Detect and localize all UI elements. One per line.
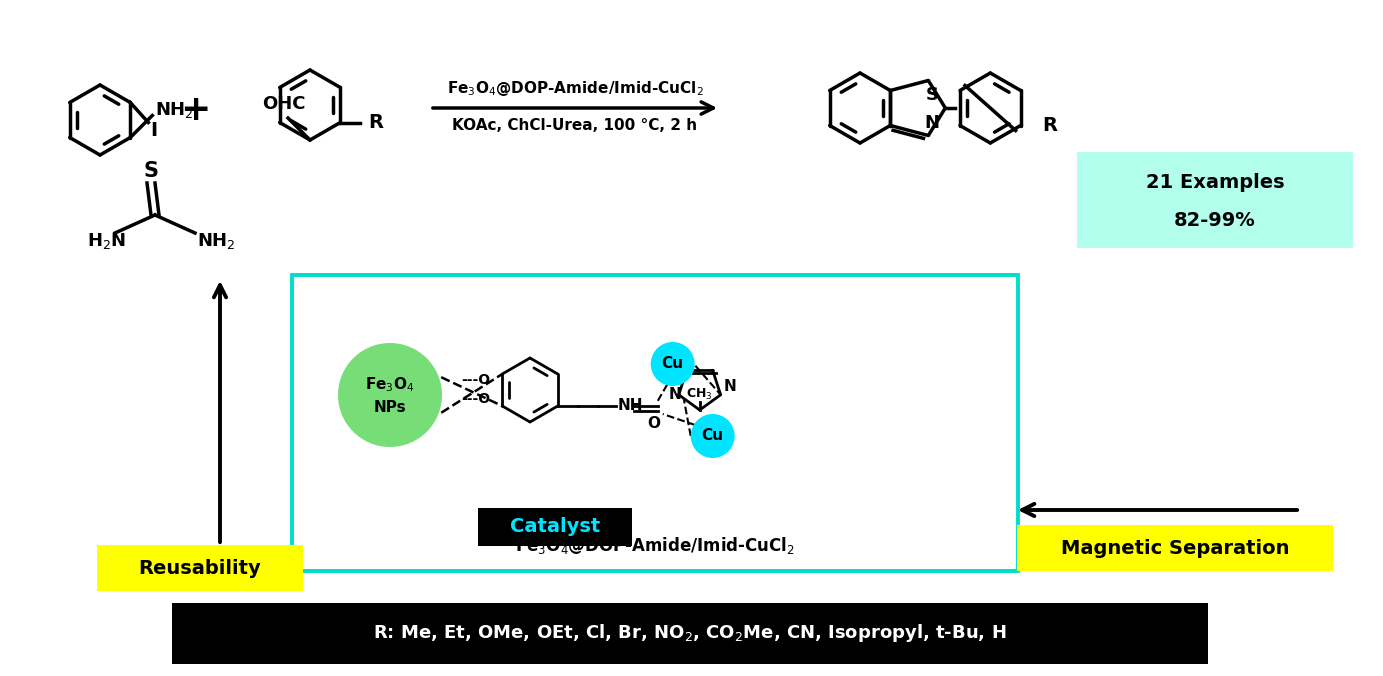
FancyBboxPatch shape	[1077, 152, 1353, 248]
Text: NH: NH	[618, 398, 643, 414]
Text: Magnetic Separation: Magnetic Separation	[1061, 539, 1289, 558]
Text: O: O	[647, 416, 660, 431]
Text: Fe$_3$O$_4$@DOP-Amide/Imid-CuCl$_2$: Fe$_3$O$_4$@DOP-Amide/Imid-CuCl$_2$	[514, 535, 795, 556]
Circle shape	[690, 414, 734, 458]
Text: I: I	[151, 121, 158, 140]
Text: Fe$_3$O$_4$: Fe$_3$O$_4$	[365, 376, 415, 394]
Text: KOAc, ChCl-Urea, 100 °C, 2 h: KOAc, ChCl-Urea, 100 °C, 2 h	[452, 118, 697, 133]
Text: Reusability: Reusability	[138, 558, 261, 577]
Circle shape	[651, 342, 694, 386]
Text: ---O: ---O	[462, 372, 491, 387]
Text: ---O: ---O	[462, 392, 491, 406]
Text: R: R	[368, 113, 383, 132]
Text: N: N	[669, 387, 682, 402]
Text: +: +	[180, 93, 210, 127]
FancyBboxPatch shape	[479, 508, 632, 546]
Text: OHC: OHC	[263, 95, 306, 113]
Text: R: Me, Et, OMe, OEt, Cl, Br, NO$_2$, CO$_2$Me, CN, Isopropyl, t-Bu, H: R: Me, Et, OMe, OEt, Cl, Br, NO$_2$, CO$…	[373, 623, 1007, 644]
Text: Cu: Cu	[661, 356, 683, 372]
Text: 21 Examples: 21 Examples	[1145, 174, 1285, 193]
Text: H$_2$N: H$_2$N	[87, 231, 126, 251]
Circle shape	[337, 343, 443, 447]
Text: 82-99%: 82-99%	[1174, 210, 1256, 229]
Text: CH$_3$: CH$_3$	[686, 387, 714, 402]
Text: Fe$_3$O$_4$@DOP-Amide/Imid-CuCl$_2$: Fe$_3$O$_4$@DOP-Amide/Imid-CuCl$_2$	[447, 78, 704, 97]
Text: R: R	[1043, 116, 1058, 135]
FancyBboxPatch shape	[171, 603, 1207, 664]
Text: NPs: NPs	[373, 400, 407, 414]
Text: Cu: Cu	[701, 429, 723, 443]
Text: Catalyst: Catalyst	[510, 518, 600, 537]
Text: N: N	[925, 114, 940, 132]
Text: NH$_2$: NH$_2$	[196, 231, 235, 251]
FancyBboxPatch shape	[292, 275, 1018, 571]
Text: S: S	[925, 85, 939, 103]
Text: N: N	[723, 379, 736, 394]
Text: NH$_2$: NH$_2$	[155, 99, 194, 120]
FancyBboxPatch shape	[97, 545, 303, 591]
Text: S: S	[144, 161, 159, 181]
FancyBboxPatch shape	[1017, 525, 1333, 571]
